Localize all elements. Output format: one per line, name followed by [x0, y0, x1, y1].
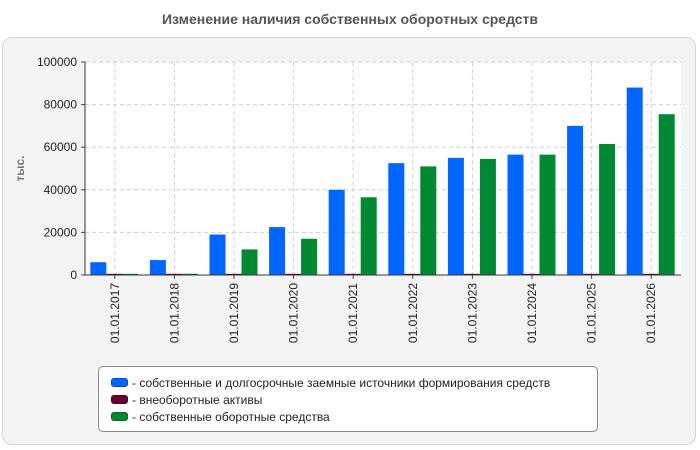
- legend-item-noncurrent-assets: - внеоборотные активы: [111, 391, 597, 408]
- y-tick-label: 60000: [44, 140, 78, 154]
- y-axis-label: тыс.: [13, 155, 27, 181]
- bar-series-2: [463, 273, 480, 275]
- x-tick-label: 01.01.2024: [525, 283, 539, 343]
- bar-series-2: [404, 273, 421, 275]
- y-tick-label: 0: [70, 268, 77, 282]
- bar-series-3: [360, 197, 377, 275]
- x-tick-label: 01.01.2025: [585, 283, 599, 343]
- bar-series-1: [388, 163, 405, 275]
- y-tick-label: 40000: [44, 183, 78, 197]
- bar-series-1: [447, 157, 464, 275]
- x-tick-label: 01.01.2022: [406, 283, 420, 343]
- bar-series-3: [420, 166, 437, 275]
- bar-series-1: [328, 189, 345, 275]
- legend-swatch-sources: [111, 378, 128, 387]
- x-tick-label: 01.01.2026: [644, 283, 658, 343]
- legend: - собственные и долгосрочные заемные ист…: [98, 366, 598, 432]
- y-tick-label: 100000: [37, 55, 77, 69]
- bar-series-2: [583, 273, 600, 275]
- bar-series-3: [181, 273, 198, 275]
- y-tick-label: 80000: [44, 98, 78, 112]
- bar-series-3: [241, 249, 258, 275]
- bar-series-3: [122, 273, 139, 275]
- bar-series-3: [599, 144, 616, 275]
- bar-series-1: [149, 260, 166, 275]
- bar-series-2: [344, 273, 361, 275]
- bar-series-2: [642, 273, 659, 275]
- y-tick-label: 20000: [44, 225, 78, 239]
- x-tick-label: 01.01.2017: [108, 283, 122, 343]
- legend-label-noncurrent-assets: - внеоборотные активы: [132, 392, 263, 407]
- legend-swatch-working-capital: [111, 412, 128, 421]
- bar-series-1: [507, 154, 524, 275]
- bar-series-1: [90, 262, 107, 275]
- bar-series-2: [225, 273, 242, 275]
- legend-label-working-capital: - собственные оборотные средства: [132, 409, 330, 424]
- x-tick-label: 01.01.2019: [227, 283, 241, 343]
- x-tick-label: 01.01.2018: [167, 283, 181, 343]
- legend-swatch-noncurrent-assets: [111, 395, 128, 404]
- bar-series-2: [523, 273, 540, 275]
- bar-series-1: [209, 234, 226, 275]
- bar-series-3: [658, 114, 675, 275]
- bar-series-2: [165, 273, 182, 275]
- x-tick-label: 01.01.2020: [287, 283, 301, 343]
- bar-series-3: [479, 158, 496, 275]
- chart-title: Изменение наличия собственных оборотных …: [161, 11, 539, 27]
- bar-series-3: [539, 154, 556, 275]
- bar-series-2: [106, 273, 123, 275]
- bar-series-3: [301, 238, 318, 275]
- bar-series-1: [269, 227, 286, 275]
- legend-label-sources: - собственные и долгосрочные заемные ист…: [132, 375, 551, 390]
- bar-series-1: [567, 125, 584, 276]
- x-tick-label: 01.01.2021: [346, 283, 360, 343]
- x-tick-label: 01.01.2023: [465, 283, 479, 343]
- bar-series-1: [626, 87, 643, 275]
- legend-item-working-capital: - собственные оборотные средства: [111, 408, 597, 425]
- bar-series-2: [285, 273, 302, 275]
- legend-item-sources: - собственные и долгосрочные заемные ист…: [111, 374, 597, 391]
